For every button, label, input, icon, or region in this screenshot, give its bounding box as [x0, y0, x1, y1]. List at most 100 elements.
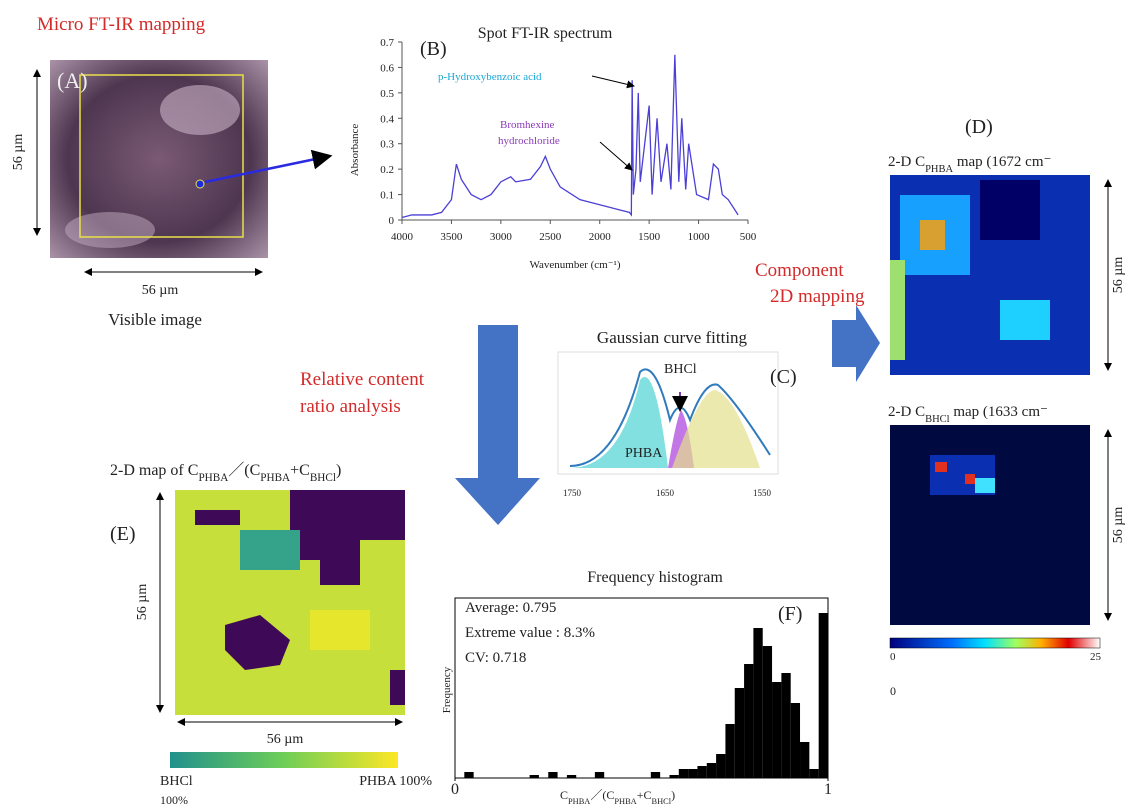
y-tick-label: 0.2	[380, 164, 394, 176]
arrow-text: 2D mapping	[770, 286, 865, 307]
third-peak	[672, 390, 760, 468]
map-region	[980, 180, 1040, 240]
map-title: 2-D CPHBA map (1672 cm⁻	[888, 154, 1051, 175]
map-title: 2-D map of CPHBA／(CPHBA+CBHCl)	[110, 462, 341, 484]
text-segment: BHCl	[310, 472, 336, 484]
x-tick-label: 3000	[490, 231, 513, 243]
arrow-text: Component	[755, 260, 844, 281]
annotation-arrow	[599, 141, 633, 171]
spot-arrow	[204, 149, 333, 184]
text-segment: +C	[290, 462, 310, 479]
bar	[678, 769, 689, 778]
bar	[744, 664, 754, 778]
y-tick-label: 0.1	[380, 190, 394, 202]
bar	[800, 742, 810, 778]
spectrum-line	[401, 54, 739, 219]
text-segment: PHBA	[260, 472, 290, 484]
bar	[716, 754, 726, 778]
panel-label: (C)	[770, 366, 797, 388]
x-tick-label: 3500	[440, 231, 463, 243]
text-segment: 2-D map of C	[110, 462, 198, 479]
phba-peak	[570, 376, 668, 468]
tick-label: 1750	[563, 488, 582, 498]
text-segment: BHCl	[652, 797, 672, 806]
text-segment: PHBA	[568, 797, 590, 806]
chart-title: Spot FT-IR spectrum	[478, 25, 613, 42]
text-segment: ／(C	[228, 462, 260, 479]
panel-label: (B)	[420, 38, 447, 60]
panel-label: (D)	[965, 116, 993, 138]
down-arrow	[455, 325, 540, 525]
y-axis-label: Absorbance	[349, 124, 361, 177]
x-axis-label: Wavenumber (cm⁻¹)	[530, 259, 621, 271]
text-segment: +C	[637, 788, 652, 802]
map-region	[1000, 300, 1050, 340]
bar	[688, 769, 698, 778]
bar	[725, 724, 735, 778]
bar	[548, 772, 558, 778]
x-tick-label: 2500	[539, 231, 562, 243]
bar	[594, 772, 605, 778]
map-region	[935, 462, 947, 472]
text-segment: map (1633 cm⁻	[950, 404, 1048, 420]
panel-c-title: Gaussian curve fitting	[597, 328, 748, 347]
annotation: hydrochloride	[498, 135, 560, 147]
scale-label: 25	[1090, 651, 1102, 663]
map-region	[975, 478, 995, 493]
annotation: p-Hydroxybenzoic acid	[438, 71, 542, 83]
bar	[809, 769, 819, 778]
y-size: 56 µm	[1111, 507, 1126, 544]
x-tick-label: 500	[740, 231, 757, 243]
text-segment: PHBA	[198, 472, 228, 484]
tick-label: 1650	[656, 488, 675, 498]
map-region	[310, 610, 370, 650]
y-tick-label: 0	[389, 215, 395, 227]
bar	[706, 763, 717, 778]
bar	[464, 772, 474, 778]
map-title: 2-D CBHCl map (1633 cm⁻	[888, 404, 1048, 425]
colorbar	[170, 752, 398, 768]
y-tick-label: 0.5	[380, 88, 394, 100]
bar	[781, 673, 791, 778]
x-tick-label: 1000	[688, 231, 711, 243]
text-segment: )	[336, 462, 341, 479]
chart-title: Frequency histogram	[587, 569, 723, 586]
arrow-text: Relative content	[300, 369, 425, 390]
text-segment: map (1672 cm⁻	[953, 154, 1051, 170]
bar	[818, 613, 828, 778]
y-size: 56 µm	[135, 584, 150, 621]
image-texture	[160, 85, 240, 135]
peak-label: PHBA	[625, 446, 663, 461]
bar	[762, 646, 773, 778]
y-tick-label: 0.3	[380, 139, 394, 151]
bar	[669, 775, 679, 778]
bar	[566, 775, 577, 778]
y-tick-label: 0.4	[380, 113, 394, 125]
panel-label: (A)	[57, 68, 88, 93]
x-size: 56 µm	[142, 283, 179, 298]
map-region	[240, 530, 300, 570]
bar	[650, 772, 661, 778]
map-region	[920, 220, 945, 250]
bar	[697, 766, 707, 778]
x-size: 56 µm	[267, 732, 304, 747]
text-segment: 2-D C	[888, 404, 925, 420]
x-tick-label: 1500	[638, 231, 661, 243]
map-region	[390, 670, 405, 705]
y-axis-label: Frequency	[441, 666, 453, 713]
x-tick-label: 1	[824, 781, 832, 798]
stat: Average: 0.795	[465, 600, 556, 616]
scale-label: PHBA 100%	[359, 774, 432, 789]
map-area	[79, 74, 244, 238]
panel-a-title: Micro FT-IR mapping	[37, 14, 206, 35]
bar	[734, 688, 745, 778]
y-tick-label: 0.6	[380, 62, 394, 74]
text-segment: 2-D C	[888, 154, 925, 170]
map-region	[890, 260, 905, 360]
y-size: 56 µm	[11, 134, 26, 171]
bar	[753, 628, 763, 778]
map-region	[195, 510, 240, 525]
bar	[772, 682, 782, 778]
image-texture	[65, 212, 155, 248]
